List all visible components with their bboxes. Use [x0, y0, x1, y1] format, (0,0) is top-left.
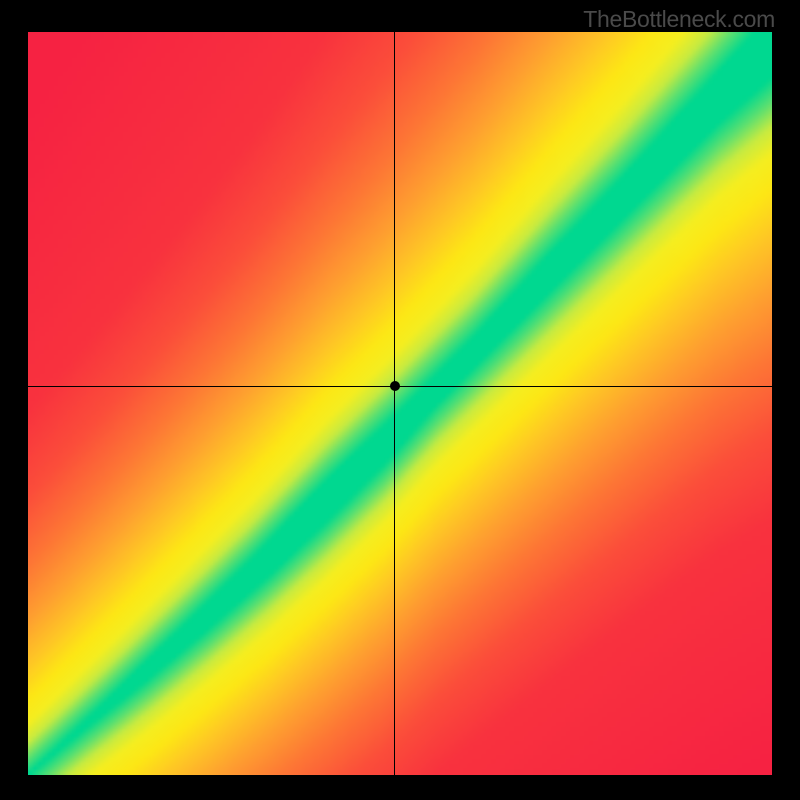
- bottleneck-heatmap-frame: [28, 32, 772, 775]
- bottleneck-heatmap-canvas: [28, 32, 772, 775]
- watermark-text: TheBottleneck.com: [583, 6, 775, 33]
